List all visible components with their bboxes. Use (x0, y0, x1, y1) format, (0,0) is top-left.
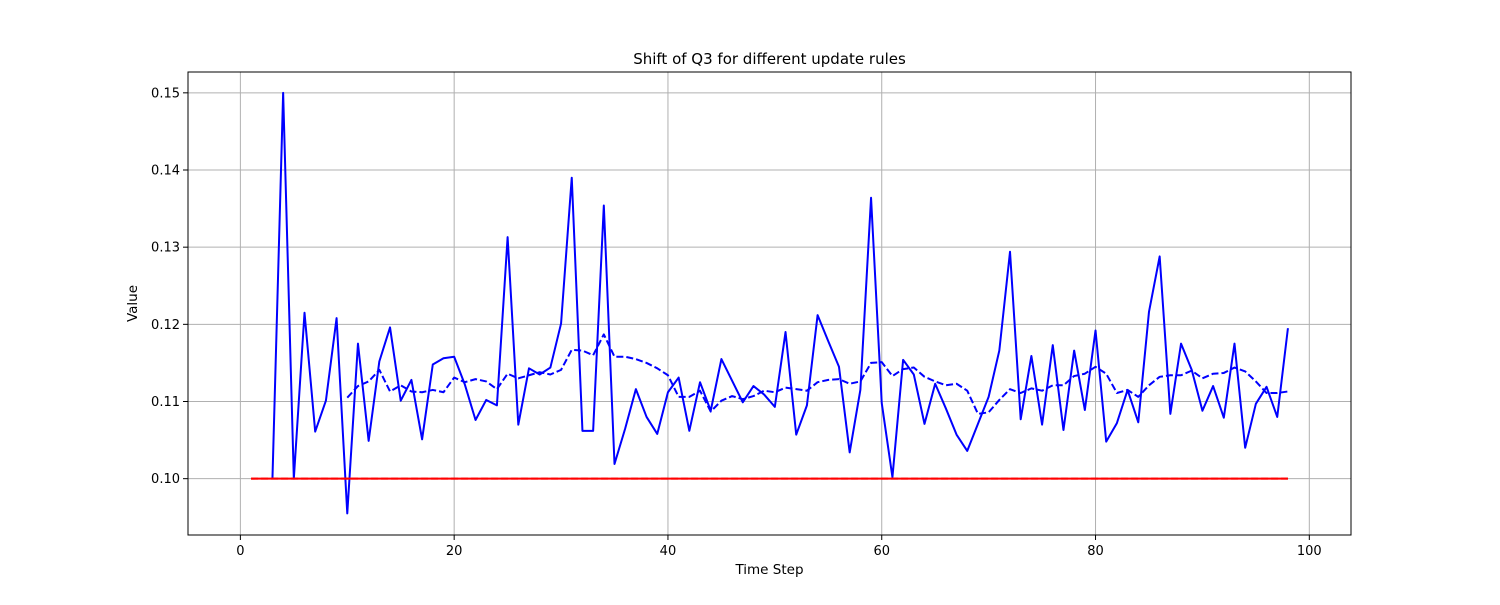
x-tick-label: 20 (446, 544, 463, 559)
x-tick-label: 40 (660, 544, 677, 559)
y-tick-label: 0.15 (151, 86, 180, 101)
y-tick-label: 0.12 (151, 318, 180, 333)
x-tick-label: 0 (236, 544, 244, 559)
y-tick-label: 0.10 (151, 472, 180, 487)
x-tick-label: 80 (1087, 544, 1104, 559)
chart-title: Shift of Q3 for different update rules (633, 50, 906, 68)
series-line-dashed-1 (346, 333, 1289, 415)
x-tick-label: 100 (1297, 544, 1322, 559)
plot-series (251, 91, 1289, 515)
y-tick-label: 0.11 (151, 395, 180, 410)
x-tick-label: 60 (873, 544, 890, 559)
y-tick-label: 0.13 (151, 241, 180, 256)
x-axis-label: Time Step (734, 562, 803, 578)
axis-ticks: 0 20 40 60 80 100 0.10 0.11 0.12 0.13 0.14 0.15 (151, 86, 1322, 559)
plot-area-frame (187, 71, 1352, 536)
series-line-solid-0 (271, 91, 1289, 515)
y-axis-label: Value (125, 285, 141, 322)
y-tick-label: 0.14 (151, 164, 180, 179)
